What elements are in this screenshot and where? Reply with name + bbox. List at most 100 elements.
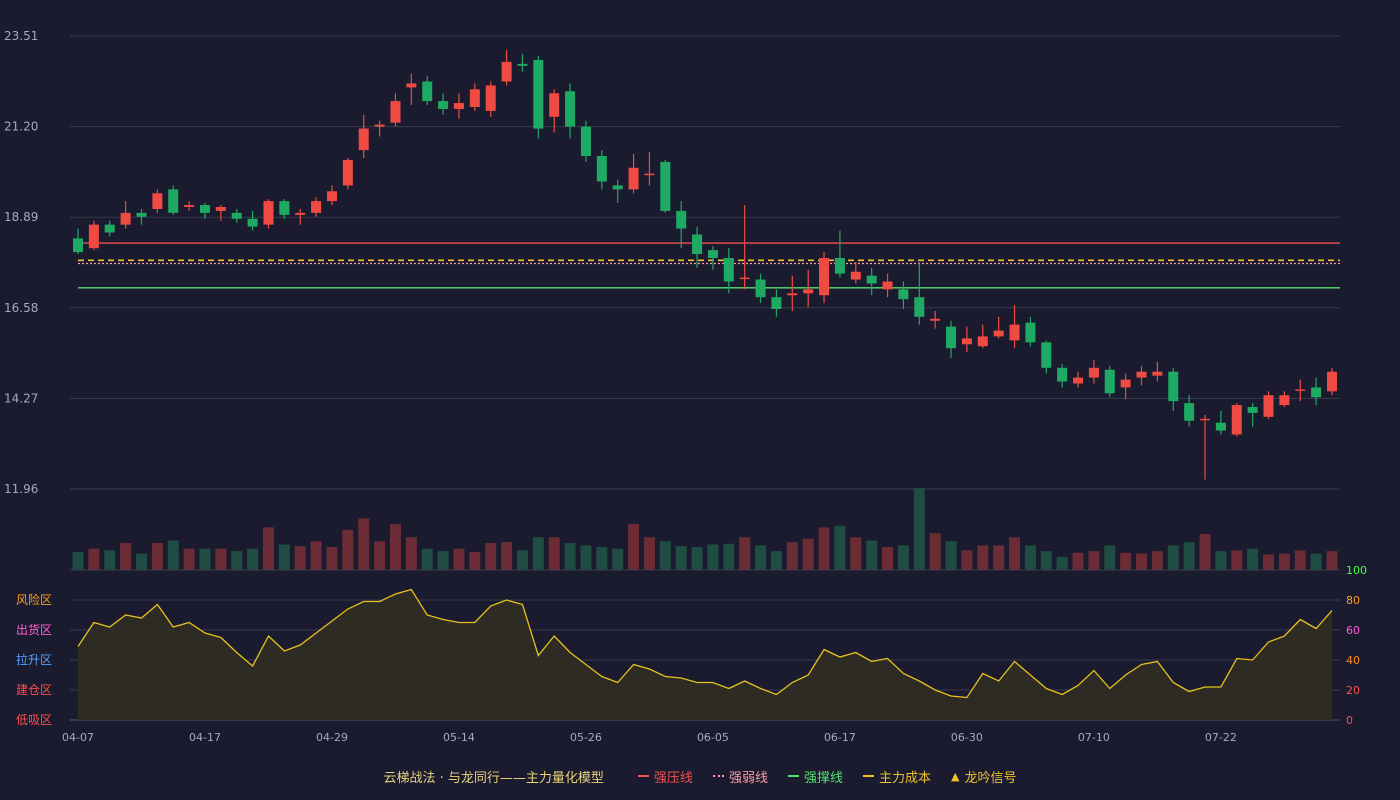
candle-body	[834, 257, 845, 274]
volume-bar	[1072, 552, 1084, 570]
osc-area	[78, 589, 1332, 720]
price-axis: 23.51 21.20 18.89 16.58 14.27 11.96	[4, 29, 38, 496]
volume-bar	[1136, 553, 1148, 570]
date-axis: 04-07 04-17 04-29 05-14 05-26 06-05 06-17 06-30…	[62, 731, 1237, 744]
candle-body	[1120, 379, 1131, 388]
date-tick-label: 06-30	[951, 731, 983, 744]
candle-body	[73, 238, 83, 253]
volume-bar	[1088, 551, 1100, 570]
candle-body	[120, 212, 131, 225]
volume-bar	[1104, 545, 1116, 570]
candle-body	[199, 205, 210, 213]
candle-body	[517, 63, 528, 66]
stock-chart: 23.51 21.20 18.89 16.58 14.27 11.96 0 20 40 60 80…	[4, 29, 1367, 744]
volume-bar	[1263, 554, 1275, 570]
volume-bar	[897, 545, 909, 570]
volume-bar	[1183, 542, 1195, 570]
candle-body	[914, 297, 925, 317]
legend-label: 主力成本	[878, 770, 931, 786]
candle-body	[755, 279, 766, 298]
legend-title: 云梯战法 · 与龙同行——主力量化模型	[383, 770, 604, 786]
candle-body	[1088, 367, 1099, 378]
candle-body	[660, 161, 671, 211]
candle-body	[485, 85, 496, 111]
legend-item-strength[interactable]: 强弱线	[712, 767, 768, 786]
volume-bar	[755, 545, 767, 570]
volume-bar	[151, 542, 163, 570]
date-tick-label: 06-17	[824, 731, 856, 744]
candle-body	[866, 275, 877, 284]
volume-bar	[262, 527, 274, 570]
volume-bar	[659, 541, 671, 570]
volume-bar	[707, 544, 719, 570]
candle-body	[1263, 395, 1274, 417]
volume-bar	[310, 541, 322, 570]
legend-item-resistance[interactable]: 强压线	[637, 767, 693, 786]
candle-body	[1025, 322, 1036, 343]
candle-body	[723, 257, 734, 282]
volume-bar	[1167, 545, 1179, 570]
legend-label: 强撑线	[803, 770, 843, 786]
candle-body	[882, 281, 893, 290]
candle-body	[1152, 371, 1163, 376]
candle-body	[215, 207, 226, 211]
price-tick-label: 11.96	[4, 482, 38, 496]
volume-bar	[802, 538, 814, 570]
volume-bar	[580, 545, 592, 570]
volume-bar	[913, 488, 925, 570]
candle-body	[771, 297, 782, 309]
volume-bar	[1040, 551, 1052, 570]
volume-bar	[977, 545, 989, 570]
volume-bar	[961, 550, 973, 570]
candle-body	[453, 103, 464, 109]
candle-body	[247, 218, 258, 227]
candle-body	[1295, 389, 1306, 391]
volume-bar	[1056, 556, 1068, 570]
volume-bar	[1278, 553, 1290, 570]
legend-item-support[interactable]: 强撑线	[787, 767, 843, 786]
volume-bar	[294, 546, 306, 570]
candle-body	[438, 101, 449, 109]
volume-bar	[945, 541, 957, 570]
candle-body	[850, 271, 861, 280]
candle-body	[184, 205, 195, 208]
legend-item-signal[interactable]: ▲ 龙吟信号	[951, 767, 1016, 786]
osc-tick-label: 100	[1346, 564, 1367, 577]
volume-bar	[389, 524, 401, 570]
date-tick-label: 07-10	[1078, 731, 1110, 744]
candle-body	[1200, 418, 1211, 421]
legend-item-cost[interactable]: 主力成本	[862, 767, 931, 786]
osc-line	[77, 588, 1333, 699]
zone-label: 建仓区	[16, 683, 52, 697]
candle-body	[406, 83, 417, 88]
candle-body	[803, 289, 814, 294]
price-tick-label: 21.20	[4, 120, 38, 134]
volume-bar	[167, 540, 179, 570]
volume-bar	[247, 548, 259, 570]
legend-label: 强压线	[653, 770, 693, 786]
candle-body	[565, 91, 576, 127]
candle-body	[311, 201, 322, 213]
chart-legend: 云梯战法 · 与龙同行——主力量化模型 强压线 强弱线 强撑线 主力成本 ▲ 龙…	[0, 766, 1400, 786]
volume-bar	[691, 547, 703, 570]
volume-bar	[342, 529, 354, 570]
resistance-line-swatch	[637, 775, 649, 777]
candle-body	[422, 81, 433, 102]
candle-body	[1279, 395, 1290, 406]
candle-body	[676, 210, 687, 229]
support-line-swatch	[787, 775, 799, 777]
volume-bar	[564, 542, 576, 570]
volume-bars	[72, 488, 1338, 570]
volume-bar	[135, 553, 147, 570]
volume-bar	[786, 542, 798, 570]
volume-bar	[405, 537, 417, 570]
candle-body	[1073, 377, 1084, 384]
volume-bar	[199, 548, 211, 570]
volume-bar	[818, 527, 830, 570]
volume-bar	[1310, 553, 1322, 570]
volume-bar	[278, 544, 290, 570]
volume-bar	[834, 525, 846, 570]
candle-body	[1215, 422, 1226, 431]
candle-body	[501, 61, 512, 82]
date-tick-label: 04-29	[316, 731, 348, 744]
